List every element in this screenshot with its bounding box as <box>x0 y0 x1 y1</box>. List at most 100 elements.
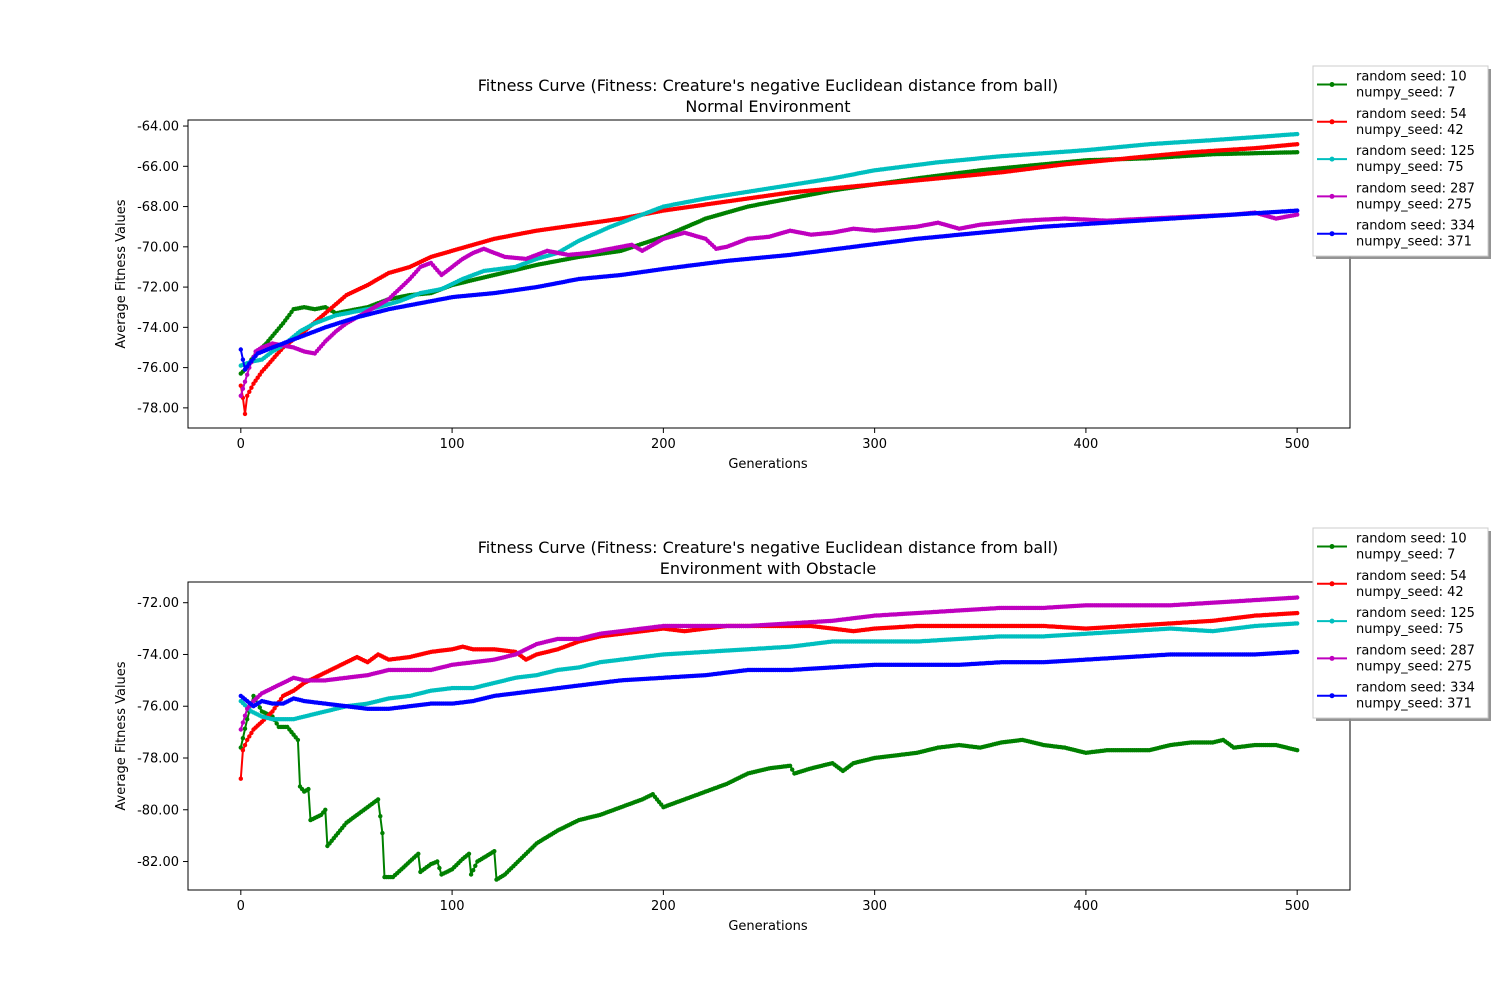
data-point <box>247 734 252 739</box>
legend-marker <box>1329 193 1335 199</box>
data-point <box>240 720 246 725</box>
data-point <box>380 830 385 836</box>
data-point <box>238 347 243 352</box>
legend-entry: random seed: 125 numpy_seed: 75 <box>1317 144 1475 175</box>
data-point <box>242 742 248 748</box>
legend-entry: random seed: 287 numpy_seed: 275 <box>1317 181 1475 212</box>
data-point <box>278 696 284 702</box>
chart-environment-with-obstacle: Fitness Curve (Fitness: Creature's negat… <box>114 527 1491 934</box>
data-point <box>245 737 250 743</box>
legend-marker <box>1329 156 1335 162</box>
data-point <box>245 372 250 377</box>
data-point <box>295 737 301 743</box>
data-point <box>1295 150 1300 155</box>
data-point <box>378 814 383 819</box>
legend-label: random seed: 10 numpy_seed: 7 <box>1356 70 1467 101</box>
legend-label: random seed: 125 numpy_seed: 75 <box>1356 144 1475 175</box>
data-point <box>437 865 442 871</box>
data-point <box>242 726 248 731</box>
legend-label: random seed: 334 numpy_seed: 371 <box>1356 219 1475 250</box>
legend-entry: random seed: 10 numpy_seed: 7 <box>1317 70 1467 101</box>
legend-entry: random seed: 334 numpy_seed: 371 <box>1317 219 1475 250</box>
data-point <box>274 721 279 726</box>
data-point <box>257 372 262 377</box>
legend: random seed: 10 numpy_seed: 7 random seed:… <box>1312 65 1491 259</box>
legend-box <box>1312 65 1489 257</box>
data-point <box>790 767 795 772</box>
chart-subtitle: Normal Environment <box>685 97 850 116</box>
x-tick-label: 0 <box>237 437 245 452</box>
x-tick-label: 500 <box>1285 437 1310 452</box>
data-point <box>240 736 246 741</box>
data-point <box>473 863 478 868</box>
data-point <box>1295 212 1300 217</box>
legend-label: random seed: 287 numpy_seed: 275 <box>1356 181 1475 212</box>
plot-frame <box>187 119 1351 429</box>
chart-title: Fitness Curve (Fitness: Creature's negat… <box>478 76 1059 95</box>
data-point <box>306 786 311 792</box>
data-point <box>466 851 472 856</box>
data-point <box>245 393 250 398</box>
chart-subtitle: Environment with Obstacle <box>660 559 877 578</box>
series-5 <box>238 649 1300 711</box>
data-point <box>242 713 248 718</box>
plot-area: 0 100 200 300 400 500 -78.00 -76.00 -74.00 -72.00… <box>137 119 1351 452</box>
data-point <box>238 727 243 732</box>
y-axis-label: Average Fitness Values <box>114 199 129 348</box>
legend-marker <box>1329 82 1335 87</box>
data-point <box>1295 208 1300 213</box>
x-tick-label: 200 <box>651 437 676 452</box>
data-point <box>242 411 248 417</box>
data-point <box>416 851 421 856</box>
data-point <box>238 393 243 398</box>
data-point <box>240 748 246 753</box>
data-point <box>1295 595 1300 600</box>
data-point <box>787 763 793 768</box>
x-tick-label: 400 <box>1073 437 1098 452</box>
series-1 <box>238 693 1300 882</box>
y-tick-label: -78.00 <box>137 401 179 416</box>
data-point <box>249 730 254 736</box>
chart-normal-environment: Fitness Curve (Fitness: Creature's negat… <box>114 65 1491 472</box>
data-point <box>435 859 440 864</box>
data-point <box>1295 610 1300 616</box>
y-tick-label: -70.00 <box>137 240 179 255</box>
data-point <box>242 379 248 384</box>
legend-marker <box>1329 231 1335 237</box>
y-tick-label: -64.00 <box>137 120 179 135</box>
data-point <box>238 776 243 781</box>
plot-area: 0 100 200 300 400 500-82.00-80.00-78.00-76.00… <box>137 581 1351 914</box>
data-point <box>1295 131 1300 137</box>
y-tick-label: -68.00 <box>137 200 179 215</box>
y-tick-label: -74.00 <box>137 321 179 336</box>
data-point <box>251 693 256 699</box>
y-tick-label: -76.00 <box>137 361 179 376</box>
legend-marker <box>1329 119 1335 125</box>
data-point <box>1295 142 1300 147</box>
series-4 <box>238 595 1300 732</box>
chart-title: Fitness Curve (Fitness: Creature's negat… <box>478 538 1059 557</box>
data-point <box>245 717 250 722</box>
data-point <box>240 357 246 362</box>
x-tick-label: 100 <box>440 437 465 452</box>
data-point <box>247 389 252 394</box>
data-point <box>323 807 328 812</box>
data-point <box>471 868 476 873</box>
y-tick-label: -66.00 <box>137 160 179 175</box>
data-point <box>240 386 246 391</box>
data-point <box>272 706 277 711</box>
data-point <box>375 797 381 802</box>
data-point <box>249 385 254 390</box>
legend-label: random seed: 54 numpy_seed: 42 <box>1356 107 1467 138</box>
legend-entry: random seed: 54 numpy_seed: 42 <box>1317 107 1467 138</box>
x-tick-label: 300 <box>862 437 887 452</box>
y-tick-label: -72.00 <box>137 281 179 296</box>
data-point <box>1295 621 1300 626</box>
x-axis-label: Generations <box>728 457 808 472</box>
series-3 <box>238 131 1300 368</box>
series-5 <box>238 208 1300 372</box>
data-point <box>270 709 275 714</box>
data-point <box>1295 748 1300 753</box>
